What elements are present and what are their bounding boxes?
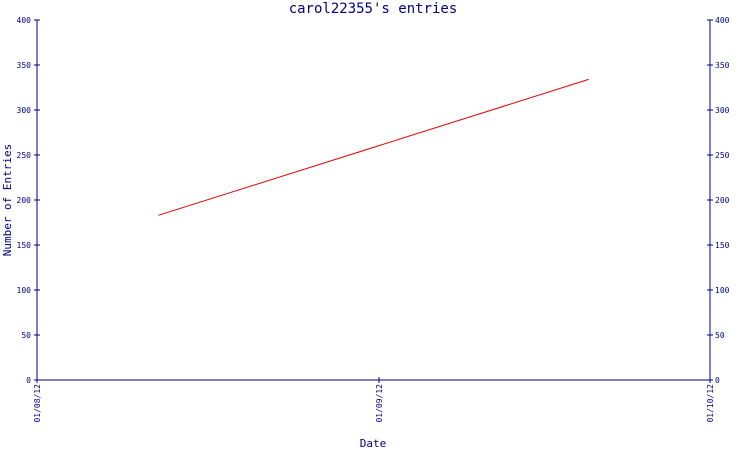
x-axis-label: Date [360, 437, 387, 450]
y-tick-label-left: 300 [17, 106, 32, 115]
y-tick-label-left: 100 [17, 286, 32, 295]
y-tick-label-left: 0 [26, 376, 31, 385]
y-tick-label-right: 150 [715, 241, 730, 250]
series-line [158, 78, 589, 216]
y-tick-label-right: 300 [715, 106, 730, 115]
y-tick-label-left: 400 [17, 16, 32, 25]
x-ticks: 01/08/12 01/09/12 01/10/12 [33, 377, 715, 423]
y-tick-label-right: 50 [715, 331, 725, 340]
y-ticks-right: 0 50 100 150 200 250 300 350 400 [707, 16, 730, 385]
y-tick-label-right: 100 [715, 286, 730, 295]
chart-title: carol22355's entries [289, 1, 458, 17]
y-tick-label-left: 200 [17, 196, 32, 205]
y-tick-label-right: 350 [715, 61, 730, 70]
y-tick-label-left: 250 [17, 151, 32, 160]
x-tick-label: 01/10/12 [706, 384, 715, 423]
y-tick-label-right: 400 [715, 16, 730, 25]
x-tick-label: 01/09/12 [375, 384, 384, 423]
y-ticks-left: 0 50 100 150 200 250 300 350 400 [17, 16, 40, 385]
y-tick-label-left: 350 [17, 61, 32, 70]
series-layer [158, 78, 589, 216]
x-tick-label: 01/08/12 [33, 384, 42, 423]
y-axis-label: Number of Entries [1, 144, 14, 257]
y-tick-label-right: 250 [715, 151, 730, 160]
y-tick-label-left: 50 [21, 331, 31, 340]
y-tick-label-left: 150 [17, 241, 32, 250]
y-tick-label-right: 200 [715, 196, 730, 205]
y-tick-label-right: 0 [715, 376, 720, 385]
